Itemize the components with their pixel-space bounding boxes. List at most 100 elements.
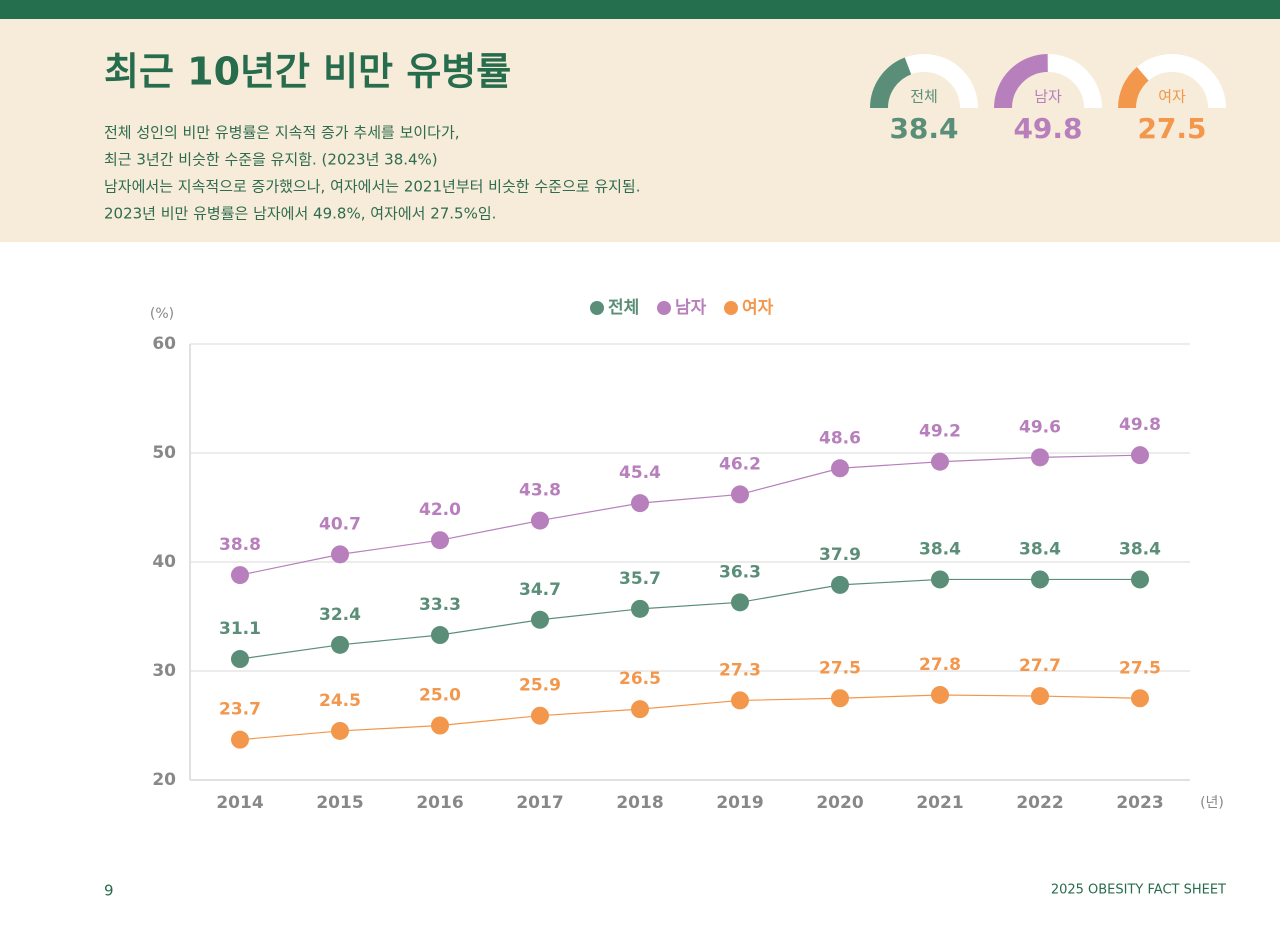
x-tick-label: 2017 — [516, 793, 563, 813]
top-bar — [0, 0, 1280, 19]
data-point — [1031, 570, 1049, 589]
data-point — [931, 685, 949, 704]
data-point — [731, 485, 749, 504]
data-label: 38.8 — [219, 535, 261, 555]
data-point — [731, 691, 749, 710]
data-label: 27.7 — [1019, 656, 1061, 676]
series-line — [239, 578, 1140, 660]
legend-label: 남자 — [675, 298, 707, 318]
data-point — [331, 721, 349, 740]
data-label: 27.3 — [719, 660, 761, 680]
y-tick-label: 60 — [152, 334, 176, 354]
data-label: 45.4 — [619, 463, 661, 483]
legend-label: 전체 — [608, 298, 639, 318]
gauge-arc — [870, 57, 912, 109]
data-label: 35.7 — [619, 569, 661, 589]
data-label: 48.6 — [819, 428, 861, 448]
data-label: 38.4 — [919, 539, 961, 559]
x-tick-label: 2014 — [216, 793, 263, 813]
data-label: 42.0 — [419, 500, 461, 520]
data-point — [731, 593, 749, 612]
x-tick-label: 2016 — [416, 793, 463, 813]
data-point — [1131, 570, 1149, 589]
x-tick-label: 2023 — [1116, 793, 1163, 813]
data-point — [831, 689, 849, 708]
x-tick-label: 2021 — [916, 793, 963, 813]
data-point — [531, 511, 549, 530]
data-label: 49.6 — [1019, 417, 1061, 437]
header-bg — [0, 0, 1280, 242]
data-point — [931, 452, 949, 471]
x-tick-label: 2019 — [716, 793, 763, 813]
x-tick-label: 2015 — [316, 793, 363, 813]
data-point — [631, 700, 649, 719]
data-label: 40.7 — [319, 514, 361, 534]
data-point — [431, 531, 449, 550]
data-label: 26.5 — [619, 669, 661, 689]
data-label: 38.4 — [1019, 539, 1061, 559]
data-label: 33.3 — [419, 595, 461, 615]
legend-label: 여자 — [742, 298, 774, 318]
data-label: 34.7 — [519, 580, 561, 600]
data-point — [231, 730, 249, 749]
data-label: 27.8 — [919, 655, 961, 675]
data-label: 25.9 — [519, 676, 561, 696]
data-point — [1031, 687, 1049, 706]
data-label: 43.8 — [519, 481, 561, 501]
footer-text: 2025 OBESITY FACT SHEET — [1051, 883, 1226, 898]
page-number: 9 — [104, 882, 114, 900]
x-tick-label: 2018 — [616, 793, 663, 813]
data-point — [431, 626, 449, 645]
data-point — [531, 706, 549, 725]
data-label: 37.9 — [819, 545, 861, 565]
y-axis-label: (%) — [150, 306, 174, 322]
data-label: 49.8 — [1119, 415, 1161, 435]
data-label: 31.1 — [219, 619, 261, 639]
gauge-label: 남자 — [1034, 88, 1062, 106]
data-point — [831, 459, 849, 478]
data-point — [1131, 446, 1149, 465]
gauge-arc — [994, 54, 1049, 109]
data-label: 49.2 — [919, 422, 961, 442]
data-label: 24.5 — [319, 691, 361, 711]
data-label: 27.5 — [1119, 658, 1161, 678]
description: 최근 3년간 비슷한 수준을 유지함. (2023년 38.4%) — [104, 151, 438, 169]
gauge-arc — [1118, 66, 1150, 109]
page-title: 최근 10년간 비만 유병률 — [104, 50, 511, 94]
data-point — [531, 610, 549, 629]
data-point — [431, 716, 449, 735]
data-point — [1131, 689, 1149, 708]
data-point — [231, 566, 249, 585]
description: 2023년 비만 유병률은 남자에서 49.8%, 여자에서 27.5%임. — [104, 205, 496, 223]
gauge-label: 여자 — [1158, 88, 1186, 106]
data-point — [231, 650, 249, 669]
y-tick-label: 50 — [152, 443, 176, 463]
y-tick-label: 20 — [152, 770, 176, 790]
data-label: 23.7 — [219, 700, 261, 720]
data-label: 32.4 — [319, 605, 361, 625]
data-point — [631, 599, 649, 618]
series-line — [239, 694, 1141, 741]
data-label: 36.3 — [719, 562, 761, 582]
x-axis-label: (년) — [1200, 795, 1224, 811]
series-line — [239, 454, 1141, 576]
legend-marker — [590, 301, 604, 315]
data-point — [1031, 448, 1049, 467]
data-point — [831, 575, 849, 594]
gauge-value: 27.5 — [1137, 112, 1206, 145]
data-point — [931, 570, 949, 589]
x-tick-label: 2022 — [1016, 793, 1063, 813]
legend-marker — [724, 301, 738, 315]
legend-marker — [657, 301, 671, 315]
y-tick-label: 40 — [152, 552, 176, 572]
gauge-value: 38.4 — [889, 112, 958, 145]
description: 전체 성인의 비만 유병률은 지속적 증가 추세를 보이다가, — [104, 124, 460, 142]
data-label: 38.4 — [1119, 539, 1161, 559]
gauge-label: 전체 — [910, 88, 938, 106]
data-point — [331, 635, 349, 654]
gauge-value: 49.8 — [1013, 112, 1082, 145]
data-label: 25.0 — [419, 686, 461, 706]
data-point — [631, 494, 649, 513]
